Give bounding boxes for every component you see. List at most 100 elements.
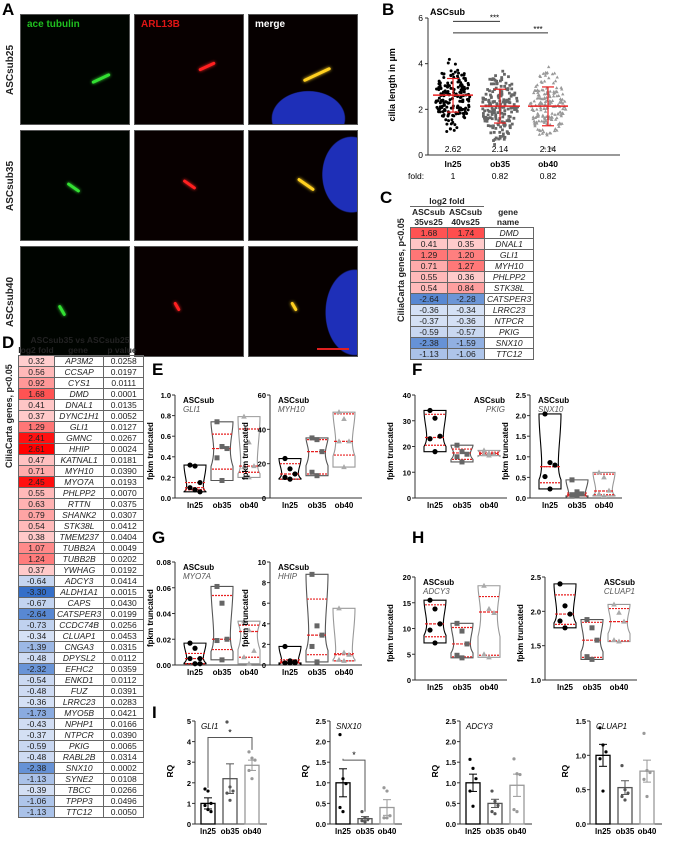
data-point (314, 437, 320, 443)
channel-label-merge: merge (255, 19, 286, 30)
data-point (388, 814, 392, 818)
data-point (338, 805, 342, 810)
data-point (459, 449, 465, 455)
data-point (292, 471, 298, 477)
y-tick-label: 0.2 (161, 473, 171, 482)
y-tick-label: 2 (187, 779, 191, 788)
data-point (481, 451, 487, 457)
data-point (459, 459, 465, 465)
x-tick-label: ln25 (427, 683, 444, 692)
chart-title: ASCsub (430, 7, 466, 17)
gene-name: SNX10 (336, 722, 362, 731)
gene-name-cell: TTC12 (483, 348, 535, 360)
significance-marker: * (352, 750, 356, 760)
table-row: -0.73 CCDC74B 0.0256 (18, 619, 145, 631)
y-tick-label: 1.5 (446, 758, 456, 767)
table-row: 0.55 PHLPP2 0.0070 (18, 487, 145, 499)
data-point (481, 447, 487, 453)
data-point (209, 801, 213, 806)
data-point (601, 492, 607, 498)
table-row: 0.47 KATNAL1 0.0181 (18, 454, 145, 466)
table-row: -0.36 LRRC23 0.0283 (18, 696, 145, 708)
rq-bar-chart-gli1: 0 1 2 3 4 5 RQ GLI1 ln25 ob35 ob40 * (165, 717, 267, 836)
data-point (437, 433, 443, 439)
fold-cell: 0.56 (18, 366, 55, 378)
y-tick-label: 0.0 (161, 494, 171, 503)
y-tick-label: 0 (407, 494, 411, 503)
data-point (642, 731, 646, 735)
chart-title: ASCsub (474, 396, 505, 405)
violin-shape (210, 585, 234, 661)
y-tick-label: 1.5 (531, 642, 541, 651)
y-tick-label: 20 (403, 573, 411, 582)
col-header-35vs25: 35vs25 (414, 217, 443, 227)
fold-value: 1 (451, 171, 456, 181)
bar (244, 764, 260, 825)
table-row: -1.13 SYNE2 0.0108 (18, 773, 145, 785)
data-point (493, 799, 497, 803)
y-axis-label: RQ (560, 764, 570, 777)
significance-marker: * (228, 727, 232, 737)
data-point (427, 407, 433, 414)
y-tick-label: 2.0 (316, 738, 326, 747)
x-tick-label: ob40 (595, 501, 614, 510)
x-tick-label: ob40 (480, 683, 499, 692)
data-point (490, 810, 494, 814)
table-row: -0.64 ADCY3 0.0414 (18, 575, 145, 587)
data-point (246, 439, 252, 445)
x-tick-label: ln25 (200, 827, 217, 836)
data-point (584, 617, 590, 623)
y-tick-label: 0 (262, 661, 266, 670)
data-point (594, 637, 600, 643)
violin-shape (580, 619, 604, 660)
x-tick-label: ob35 (583, 683, 602, 692)
gene-name: CLUAP1 (604, 587, 635, 596)
y-tick-label: 1.5 (316, 758, 326, 767)
data-point (225, 720, 229, 724)
y-tick-label: 10 (403, 468, 411, 477)
y-axis-label: fpkm truncated (386, 604, 395, 662)
data-point (454, 652, 460, 658)
data-point (623, 788, 627, 792)
data-point (341, 649, 347, 655)
panel-label-f: F (412, 360, 423, 379)
table-row: -1.13 TTC12 0.0050 (18, 806, 145, 818)
data-point (197, 479, 203, 486)
data-point (481, 582, 487, 588)
data-point (437, 621, 443, 627)
table-row: -0.39 TBCC 0.0266 (18, 784, 145, 796)
y-tick-label: 1.5 (576, 717, 586, 726)
data-point (486, 452, 492, 458)
data-point (552, 462, 558, 468)
table-row: -0.34 CLUAP1 0.0453 (18, 630, 145, 642)
data-point (314, 659, 320, 665)
x-tick-label: ob35 (356, 827, 375, 836)
violin-shape (450, 444, 474, 463)
fold-value: 0.82 (540, 171, 557, 181)
data-point (246, 660, 252, 666)
y-axis-label: fpkm truncated (241, 589, 250, 647)
fold-cell: -2.28 (447, 293, 485, 305)
x-tick-label: ln25 (427, 501, 444, 510)
y-tick-label: 0.5 (446, 799, 456, 808)
violin-shape (305, 437, 329, 477)
data-point (187, 655, 193, 662)
data-point (468, 789, 472, 793)
x-tick-label: ob40 (240, 668, 259, 677)
significance-bracket (207, 736, 253, 788)
table-row: 0.56 CCSAP 0.0197 (18, 366, 145, 378)
x-tick-label: ob40 (240, 501, 259, 510)
data-point (557, 581, 563, 587)
data-point (363, 820, 367, 824)
data-point (486, 449, 492, 455)
col-header-35vs25: ASCsub (411, 207, 446, 217)
data-point (620, 764, 624, 768)
y-tick-label: 1.0 (316, 779, 326, 788)
x-tick-label: ob35 (453, 683, 472, 692)
data-point (589, 625, 595, 631)
violin-shape (477, 585, 501, 658)
